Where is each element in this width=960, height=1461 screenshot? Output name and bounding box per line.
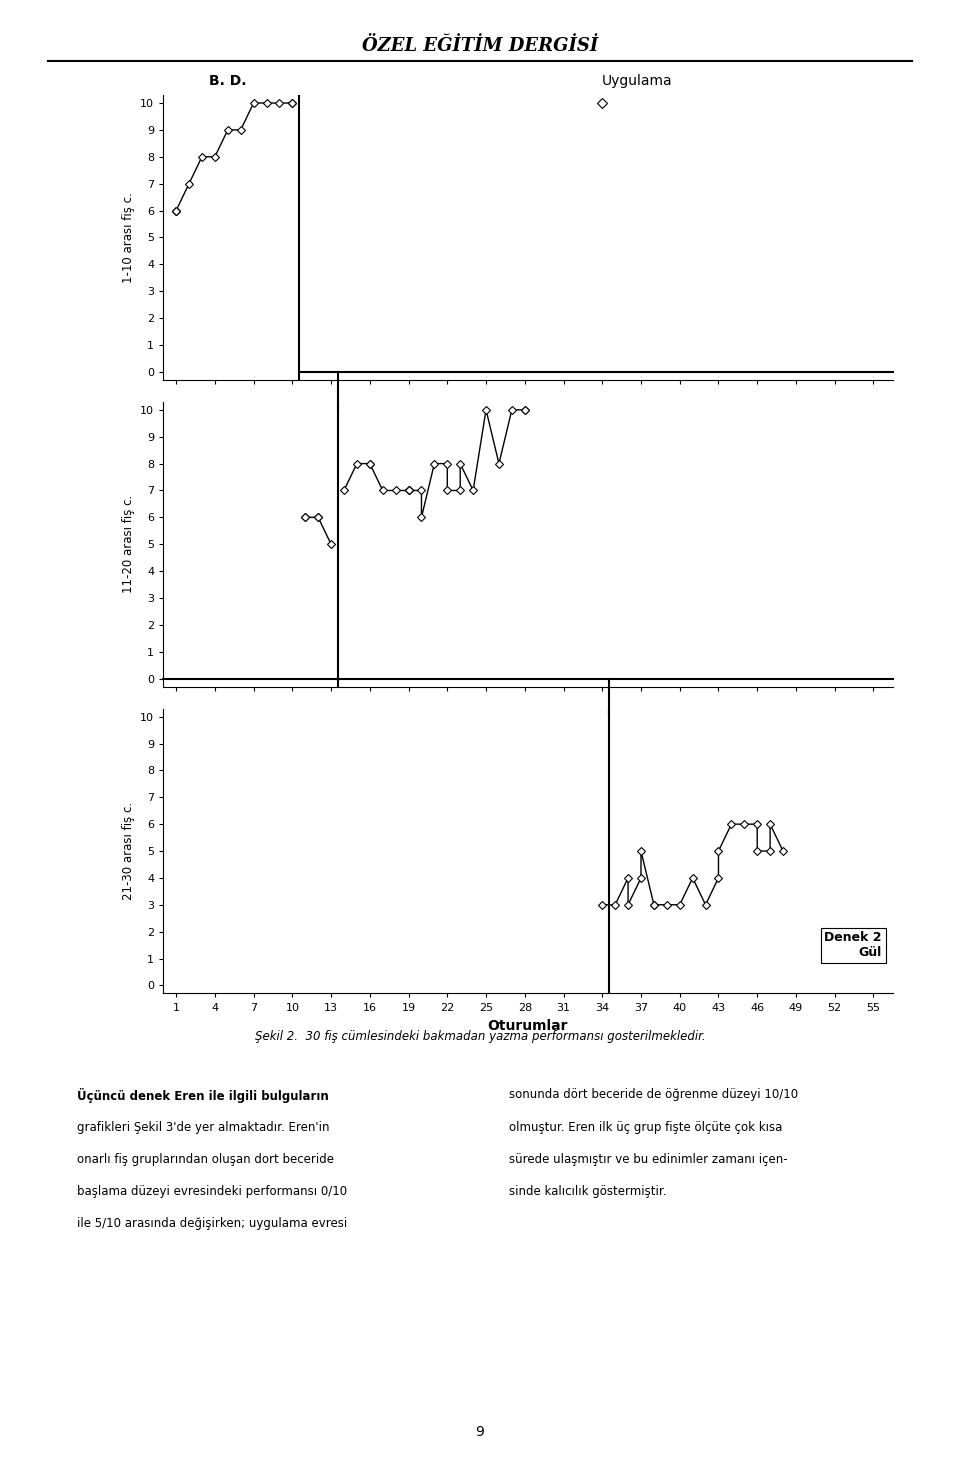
Y-axis label: 11-20 arası fiş c.: 11-20 arası fiş c. (122, 495, 134, 593)
Y-axis label: 1-10 arası fiş c.: 1-10 arası fiş c. (122, 191, 134, 283)
Text: onarlı fiş gruplarından oluşan dort beceride: onarlı fiş gruplarından oluşan dort bece… (77, 1153, 334, 1166)
Text: Uygulama: Uygulama (602, 73, 673, 88)
Text: Üçüncü denek Eren ile ilgili bulguların: Üçüncü denek Eren ile ilgili bulguların (77, 1088, 328, 1103)
Text: sürede ulaşmıştır ve bu edinimler zamanı içen-: sürede ulaşmıştır ve bu edinimler zamanı… (509, 1153, 787, 1166)
Text: grafikleri Şekil 3'de yer almaktadır. Eren'in: grafikleri Şekil 3'de yer almaktadır. Er… (77, 1121, 329, 1134)
Text: B. D.: B. D. (209, 73, 247, 88)
Y-axis label: 21-30 arası fiş c.: 21-30 arası fiş c. (122, 802, 134, 900)
Text: sinde kalıcılık göstermiştir.: sinde kalıcılık göstermiştir. (509, 1185, 666, 1198)
X-axis label: Oturumlar: Oturumlar (488, 1020, 568, 1033)
Text: olmuştur. Eren ilk üç grup fişte ölçüte çok kısa: olmuştur. Eren ilk üç grup fişte ölçüte … (509, 1121, 782, 1134)
Text: Denek 2
Gül: Denek 2 Gül (825, 931, 882, 960)
Text: ile 5/10 arasında değişirken; uygulama evresi: ile 5/10 arasında değişirken; uygulama e… (77, 1217, 348, 1230)
Text: ÖZEL EĞİTİM DERGİSİ: ÖZEL EĞİTİM DERGİSİ (362, 37, 598, 54)
Text: Şekil 2.  30 fiş cümlesindeki bakmadan yazma performansı gosterilmekledir.: Şekil 2. 30 fiş cümlesindeki bakmadan ya… (254, 1030, 706, 1043)
Text: 9: 9 (475, 1424, 485, 1439)
Text: sonunda dört beceride de öğrenme düzeyi 10/10: sonunda dört beceride de öğrenme düzeyi … (509, 1088, 798, 1102)
Text: başlama düzeyi evresindeki performansı 0/10: başlama düzeyi evresindeki performansı 0… (77, 1185, 347, 1198)
